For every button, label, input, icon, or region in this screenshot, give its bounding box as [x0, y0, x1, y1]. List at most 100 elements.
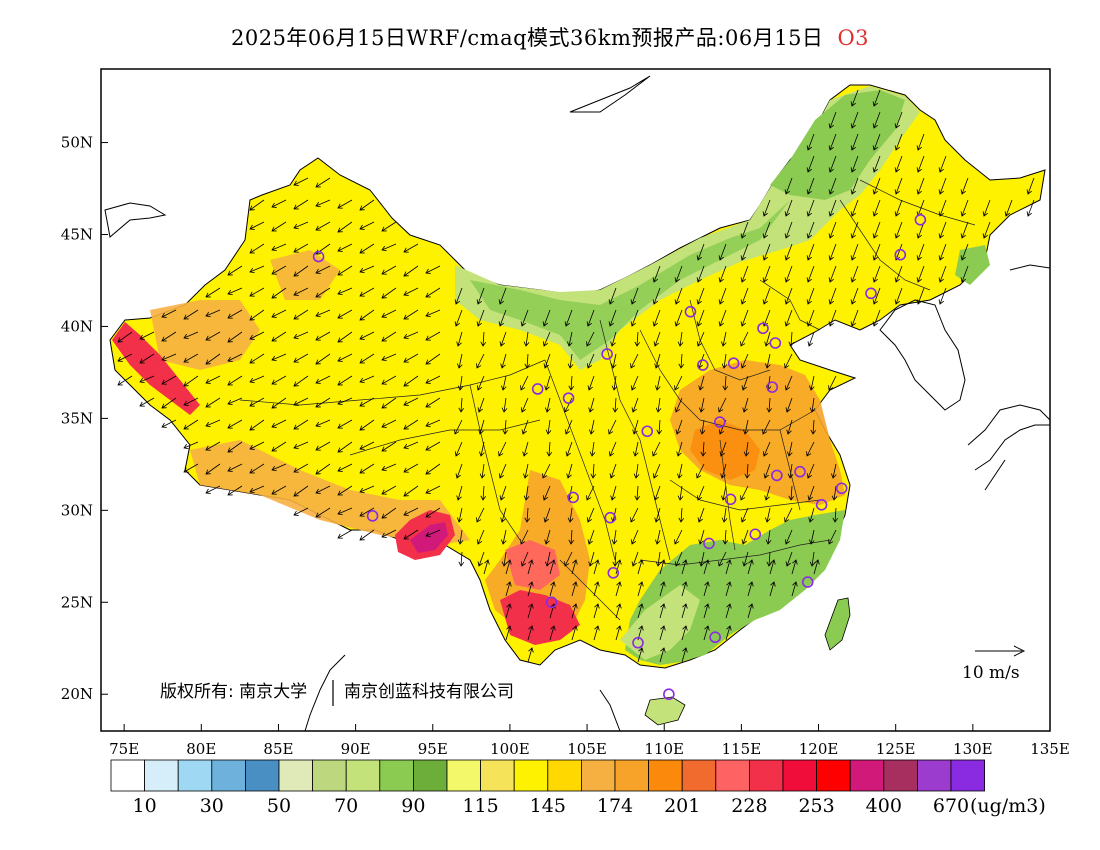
- green-zone-south-light: [620, 585, 700, 660]
- wind-arrow: [828, 309, 837, 327]
- wind-reference: 10 m/s: [962, 645, 1026, 683]
- wind-arrow: [545, 419, 552, 435]
- wind-arrow: [337, 375, 353, 386]
- wind-arrow: [271, 419, 287, 428]
- wind-arrow: [872, 177, 881, 195]
- city-marker: [601, 348, 613, 360]
- wind-arrow: [381, 243, 397, 252]
- wind-arrow: [938, 155, 947, 173]
- wind-arrow: [457, 507, 463, 523]
- city-marker: [794, 465, 806, 478]
- wind-arrow: [454, 309, 463, 327]
- wind-arrow: [630, 375, 639, 391]
- wind-arrow: [527, 581, 534, 597]
- wind-arrow: [425, 419, 441, 428]
- red-zone-west: [112, 322, 200, 415]
- city-marker: [766, 381, 779, 393]
- wind-arrow: [520, 529, 529, 545]
- wind-arrow: [763, 463, 771, 479]
- wind-arrow: [502, 419, 509, 435]
- legend-swatch: [480, 759, 515, 792]
- wind-arrow: [293, 507, 309, 516]
- wind-arrow: [659, 647, 666, 663]
- wind-arrow: [654, 353, 661, 369]
- wind-arrow: [586, 309, 595, 327]
- wind-arrow: [571, 625, 578, 641]
- wind-arrow: [425, 375, 441, 384]
- wind-arrow: [571, 603, 578, 619]
- green-zone-northeast: [770, 90, 905, 200]
- wind-arrow: [677, 331, 684, 347]
- legend-label: 115: [462, 795, 498, 817]
- wind-arrow: [545, 551, 551, 567]
- city-marker: [769, 337, 782, 349]
- wind-arrow: [806, 133, 815, 151]
- wind-arrow: [718, 265, 727, 283]
- hainan-island: [644, 696, 686, 726]
- wind-arrow: [527, 559, 534, 575]
- wind-arrow: [271, 309, 287, 318]
- wind-arrow: [403, 507, 419, 516]
- wind-arrow: [359, 485, 375, 494]
- x-tick-label: 130E: [953, 740, 993, 758]
- wind-arrow: [359, 375, 375, 384]
- wind-arrow: [630, 529, 639, 545]
- wind-arrow: [293, 309, 309, 320]
- wind-arrow: [546, 441, 553, 457]
- x-tick-label: 120E: [799, 740, 839, 758]
- wind-arrow: [457, 529, 464, 545]
- wind-arrow: [872, 309, 881, 327]
- wind-arrow: [784, 177, 793, 195]
- city-marker: [914, 213, 927, 226]
- legend-label: 70: [334, 795, 358, 817]
- wind-arrow: [652, 265, 661, 283]
- wind-arrow: [659, 625, 666, 641]
- wind-arrow: [477, 397, 485, 413]
- wind-arrow: [568, 375, 575, 391]
- title-text: 2025年06月15日WRF/cmaq模式36km预报产品:06月15日: [230, 26, 824, 50]
- wind-arrow: [425, 287, 441, 298]
- wind-arrow: [872, 199, 881, 217]
- wind-arrow: [588, 551, 595, 567]
- wind-arrow: [681, 625, 688, 641]
- wind-arrow: [549, 559, 556, 575]
- wind-arrow: [653, 485, 661, 501]
- wind-arrow: [762, 243, 771, 261]
- orange-zone-xinjiang: [150, 300, 260, 370]
- wind-arrow: [718, 243, 727, 261]
- wind-arrow: [608, 309, 617, 327]
- magenta-zone-tibet: [410, 522, 448, 553]
- legend-swatch: [715, 759, 750, 792]
- wind-arrow: [457, 375, 464, 391]
- legend-label: 90: [401, 795, 425, 817]
- wind-arrow: [381, 397, 397, 409]
- wind-arrow: [612, 397, 619, 413]
- wind-arrow: [337, 287, 353, 296]
- wind-arrow: [359, 463, 375, 474]
- wind-arrow: [740, 243, 749, 261]
- wind-arrow: [699, 397, 705, 413]
- color-legend: 10 30 50 70 90 115 145 174 201 228 253 400 670: [110, 759, 985, 817]
- wind-arrow: [615, 559, 622, 575]
- wind-arrow: [655, 529, 661, 545]
- x-tick-label: 75E: [109, 740, 139, 758]
- wind-arrow: [593, 603, 600, 619]
- wind-arrow: [545, 397, 551, 413]
- wind-arrow: [523, 463, 529, 479]
- wind-arrow: [161, 375, 177, 385]
- wind-arrow: [478, 419, 485, 435]
- wind-arrow: [784, 221, 793, 239]
- city-marker: [894, 248, 907, 261]
- wind-arrow: [586, 331, 595, 347]
- wind-arrow: [227, 309, 243, 319]
- wind-arrow: [722, 375, 729, 391]
- wind-arrow: [696, 309, 705, 327]
- wind-arrow: [498, 463, 507, 479]
- wind-arrow: [740, 287, 749, 305]
- wind-arrow: [359, 353, 375, 364]
- wind-arrow: [227, 375, 243, 386]
- wind-arrow: [564, 397, 573, 413]
- wind-arrow: [293, 419, 309, 430]
- wind-reference-label: 10 m/s: [962, 663, 1020, 683]
- wind-arrow: [784, 375, 793, 391]
